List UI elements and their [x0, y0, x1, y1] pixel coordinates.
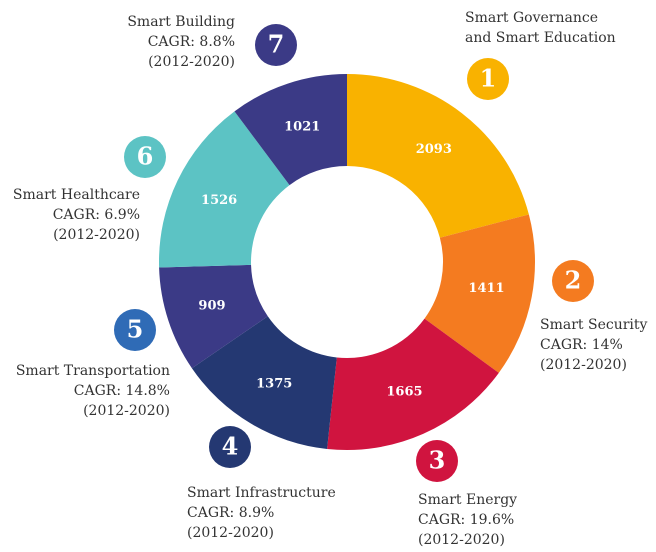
- segment-label: CAGR: 19.6%: [418, 512, 514, 528]
- segment-label: CAGR: 14.8%: [74, 383, 170, 399]
- segment-label: Smart Healthcare: [13, 187, 140, 203]
- segment-label: (2012-2020): [148, 54, 235, 70]
- value-label: 2093: [416, 142, 452, 157]
- segment-label: (2012-2020): [83, 403, 170, 419]
- badge: [114, 309, 156, 351]
- donut-segment: [159, 111, 290, 268]
- badge-number: 2: [565, 266, 582, 295]
- segment-label: (2012-2020): [540, 357, 627, 373]
- segment-label: Smart Infrastructure: [187, 485, 336, 501]
- value-label: 1526: [201, 193, 237, 208]
- badge-number: 1: [480, 64, 497, 93]
- value-label: 909: [198, 299, 225, 314]
- badge: [209, 426, 251, 468]
- value-label: 1021: [284, 120, 320, 135]
- segment-label: CAGR: 6.9%: [53, 207, 140, 223]
- badge: [255, 24, 297, 66]
- segment-label: (2012-2020): [418, 532, 505, 548]
- value-label: 1375: [256, 376, 292, 391]
- donut-segment: [347, 74, 529, 238]
- segment-label: Smart Building: [127, 14, 235, 30]
- segment-label: Smart Transportation: [16, 363, 170, 379]
- segment-label: CAGR: 8.8%: [148, 34, 235, 50]
- badge: [552, 260, 594, 302]
- segment-label: and Smart Education: [465, 30, 616, 46]
- segment-label: CAGR: 14%: [540, 337, 623, 353]
- segment-label: Smart Energy: [418, 492, 517, 508]
- badge: [124, 136, 166, 178]
- badge-number: 7: [268, 30, 285, 59]
- badge: [467, 58, 509, 100]
- segment-label: (2012-2020): [187, 525, 274, 541]
- donut-segment: [159, 264, 268, 369]
- segment-label: (2012-2020): [53, 227, 140, 243]
- segment-label: CAGR: 8.9%: [187, 505, 274, 521]
- donut-segment: [191, 316, 337, 449]
- donut-segment: [234, 74, 347, 186]
- badge: [416, 440, 458, 482]
- segment-label: Smart Governance: [465, 10, 598, 26]
- badge-number: 3: [429, 446, 446, 475]
- badge-number: 4: [222, 432, 239, 461]
- donut-segment: [327, 318, 499, 450]
- badge-number: 6: [137, 142, 154, 171]
- donut-segment: [424, 214, 535, 373]
- value-label: 1411: [468, 281, 504, 296]
- badge-number: 5: [127, 315, 144, 344]
- value-label: 1665: [386, 384, 422, 399]
- segment-label: Smart Security: [540, 317, 648, 333]
